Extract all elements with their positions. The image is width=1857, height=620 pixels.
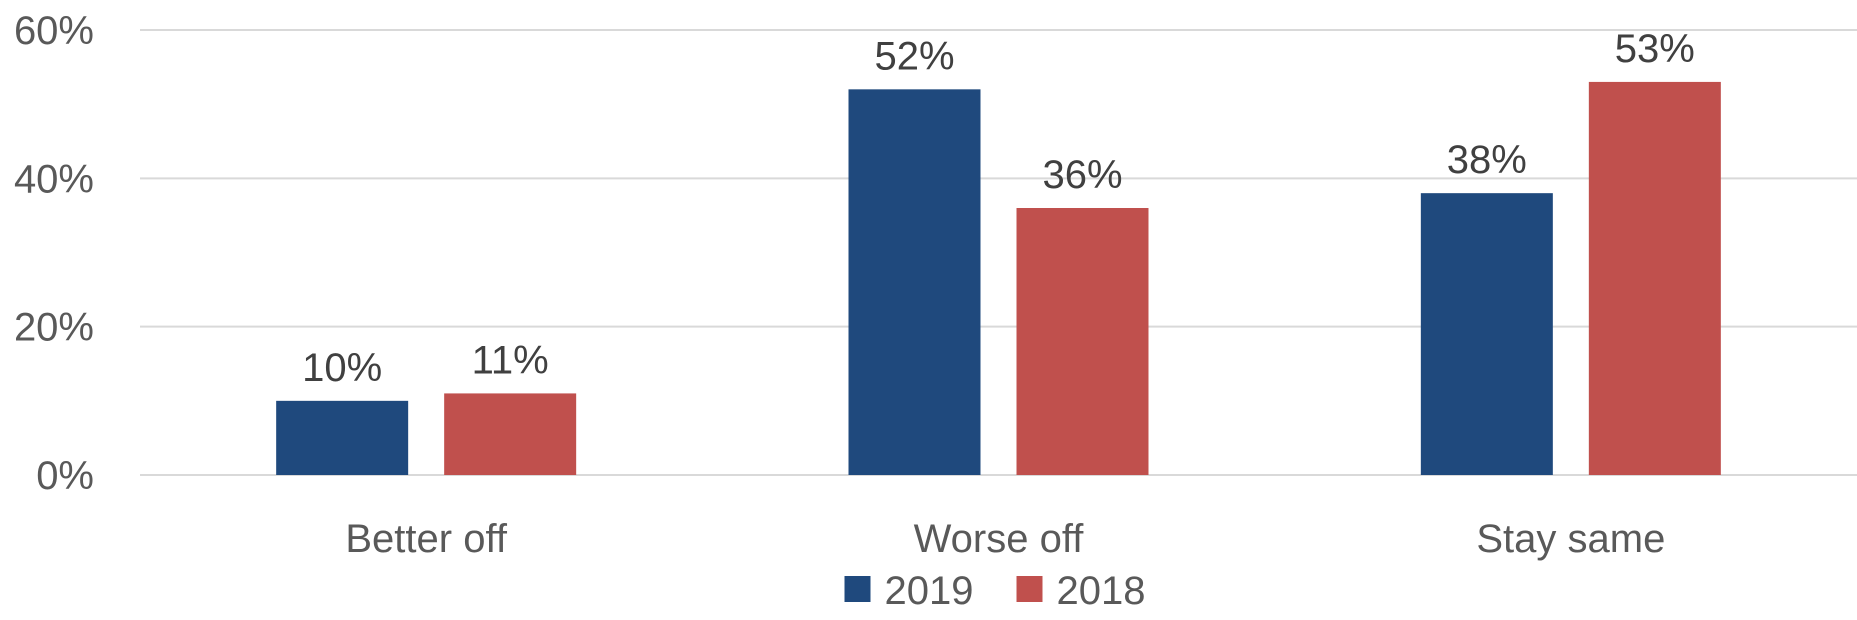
y-tick-label-20: 20% bbox=[14, 306, 94, 350]
category-label-stay-same: Stay same bbox=[1476, 517, 1665, 561]
data-label-2018-better-off: 11% bbox=[472, 338, 549, 382]
category-label-better-off: Better off bbox=[345, 517, 507, 561]
bar-2018-stay-same bbox=[1588, 81, 1721, 476]
bar-2019-worse-off bbox=[848, 89, 981, 475]
category-label-worse-off: Worse off bbox=[914, 517, 1085, 561]
data-label-2019-better-off: 10% bbox=[302, 346, 382, 390]
data-label-2019-worse-off: 52% bbox=[874, 34, 954, 78]
bar-2018-better-off bbox=[444, 393, 577, 475]
legend-label-2019: 2019 bbox=[885, 569, 974, 613]
bar-2018-worse-off bbox=[1016, 208, 1149, 475]
data-label-2018-worse-off: 36% bbox=[1042, 153, 1122, 197]
gridlines bbox=[140, 29, 1857, 476]
legend-swatch-2019 bbox=[844, 576, 871, 602]
y-axis-ticks: 0% 20% 40% 60% bbox=[14, 9, 94, 498]
legend: 2019 2018 bbox=[844, 569, 1146, 613]
data-label-2018-stay-same: 53% bbox=[1615, 27, 1695, 71]
bar-2019-stay-same bbox=[1420, 193, 1553, 475]
data-label-2019-stay-same: 38% bbox=[1447, 138, 1527, 182]
legend-swatch-2018 bbox=[1016, 576, 1043, 602]
x-axis-categories: Better off Worse off Stay same bbox=[345, 517, 1665, 561]
bar-2019-better-off bbox=[276, 400, 409, 475]
y-tick-label-0: 0% bbox=[36, 454, 94, 498]
y-tick-label-40: 40% bbox=[14, 157, 94, 201]
bars bbox=[276, 81, 1721, 476]
data-labels: 10% 11% 52% 36% 38% 53% bbox=[302, 27, 1695, 390]
legend-label-2018: 2018 bbox=[1057, 569, 1146, 613]
y-tick-label-60: 60% bbox=[14, 9, 94, 53]
